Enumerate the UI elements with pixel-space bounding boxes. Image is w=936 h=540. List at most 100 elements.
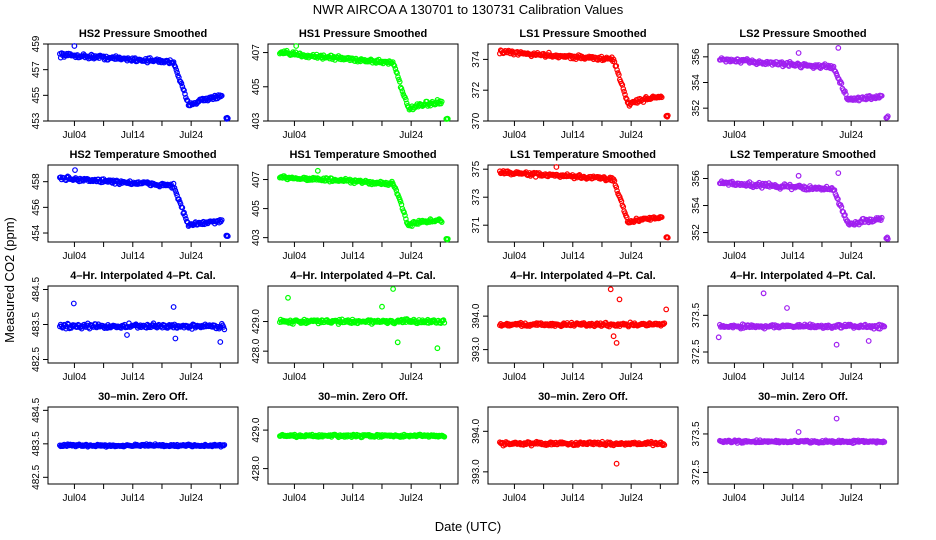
data-point [174, 69, 180, 76]
outlier-point [172, 335, 179, 342]
data-point [393, 187, 400, 194]
series-points [56, 300, 228, 345]
x-tick-label: Jul24 [179, 493, 203, 504]
y-tick-label: 403 [251, 229, 262, 246]
data-point [170, 59, 177, 65]
y-tick-label: 352 [691, 224, 702, 241]
x-tick-label: Jul04 [62, 372, 86, 383]
data-point [64, 320, 71, 327]
data-point [182, 213, 188, 219]
data-point [396, 79, 403, 85]
y-tick-label: 456 [31, 199, 42, 216]
y-tick-label: 375 [471, 160, 482, 177]
outlier-point [70, 300, 77, 307]
y-tick-label: 482.5 [31, 464, 42, 489]
y-tick-label: 482.5 [31, 347, 42, 372]
outlier-point [124, 332, 130, 338]
panel-title: 4–Hr. Interpolated 4–Pt. Cal. [510, 270, 656, 282]
y-tick-label: 458 [31, 173, 42, 190]
data-point [838, 80, 845, 87]
panel-frame [707, 164, 899, 243]
figure-title: NWR AIRCOA A 130701 to 130731 Calibratio… [313, 2, 624, 17]
y-tick-label: 393.0 [471, 337, 482, 362]
series-points [716, 170, 891, 242]
data-point [401, 209, 407, 216]
y-tick-label: 374 [471, 51, 482, 68]
x-tick-label: Jul04 [62, 493, 86, 504]
outlier-point [285, 294, 291, 301]
x-tick-label: Jul14 [781, 493, 805, 504]
data-point [610, 56, 617, 63]
data-point [172, 187, 179, 194]
data-point [181, 209, 187, 216]
panel-8: 4–Hr. Interpolated 4–Pt. Cal. Jul04 Jul14 J… [31, 270, 239, 383]
panel-4: HS2 Temperature Smoothed Jul04 Jul14 Jul24 4… [31, 149, 239, 262]
data-point [613, 184, 620, 191]
outlier-point [835, 170, 842, 177]
x-tick-label: Jul24 [839, 130, 863, 141]
y-tick-label: 405 [251, 78, 262, 95]
y-axis-label: Measured CO2 (ppm) [2, 217, 17, 343]
data-point [178, 80, 185, 87]
x-tick-label: Jul14 [781, 372, 805, 383]
y-tick-label: 429.0 [251, 309, 262, 334]
panel-title: LS2 Temperature Smoothed [730, 149, 876, 161]
panel-11: 4–Hr. Interpolated 4–Pt. Cal. Jul04 Jul14 J… [691, 270, 899, 383]
panel-15: 30–min. Zero Off. Jul04 Jul14 Jul24 372.5 373… [691, 391, 899, 504]
data-point [225, 233, 231, 240]
x-tick-label: Jul14 [121, 130, 145, 141]
series-points [56, 167, 231, 240]
panel-title: 30–min. Zero Off. [318, 391, 408, 403]
outlier-point [795, 50, 802, 56]
y-tick-label: 356 [691, 48, 702, 65]
outlier-point [217, 339, 224, 345]
y-tick-label: 403 [251, 112, 262, 129]
y-tick-label: 372 [471, 81, 482, 98]
outlier-point [379, 303, 385, 310]
y-tick-label: 484.5 [31, 277, 42, 302]
data-point [834, 195, 840, 201]
panel-title: 30–min. Zero Off. [538, 391, 628, 403]
panel-2: LS1 Pressure Smoothed Jul04 Jul14 Jul24 370 3… [471, 28, 679, 141]
data-point [842, 88, 848, 95]
x-tick-label: Jul14 [121, 372, 145, 383]
y-tick-label: 455 [31, 87, 42, 104]
outlier-point [610, 333, 617, 340]
data-point [179, 204, 186, 211]
panel-title: LS2 Pressure Smoothed [739, 28, 866, 40]
y-tick-label: 394.0 [471, 303, 482, 328]
data-point [661, 442, 668, 448]
panel-title: 4–Hr. Interpolated 4–Pt. Cal. [70, 270, 216, 282]
x-tick-label: Jul24 [839, 251, 863, 262]
data-point [658, 93, 664, 100]
x-tick-label: Jul24 [399, 372, 423, 383]
panel-title: 30–min. Zero Off. [758, 391, 848, 403]
data-point [665, 234, 671, 241]
x-tick-label: Jul14 [781, 251, 805, 262]
x-tick-label: Jul04 [62, 251, 86, 262]
y-tick-label: 405 [251, 200, 262, 217]
x-tick-label: Jul14 [561, 130, 585, 141]
outlier-point [835, 45, 842, 51]
y-tick-label: 428.0 [251, 456, 262, 481]
data-point [176, 196, 182, 202]
series-points [276, 286, 448, 352]
y-tick-label: 354 [691, 74, 702, 91]
panel-frame [707, 406, 899, 485]
outlier-point [663, 306, 670, 313]
panel-frame [707, 43, 899, 122]
series-points [496, 164, 671, 241]
panel-12: 30–min. Zero Off. Jul04 Jul14 Jul24 482.5 483… [31, 391, 239, 504]
outlier-point [795, 172, 802, 179]
data-point [885, 236, 891, 242]
panel-14: 30–min. Zero Off. Jul04 Jul14 Jul24 393.0 394… [471, 391, 679, 504]
panel-frame [267, 285, 459, 364]
outlier-point [613, 460, 620, 467]
x-tick-label: Jul04 [502, 130, 526, 141]
series-points [496, 438, 668, 467]
outlier-point [613, 340, 620, 346]
outlier-point [293, 43, 300, 49]
data-point [441, 319, 448, 326]
y-tick-label: 394.0 [471, 418, 482, 443]
x-tick-label: Jul24 [619, 372, 643, 383]
